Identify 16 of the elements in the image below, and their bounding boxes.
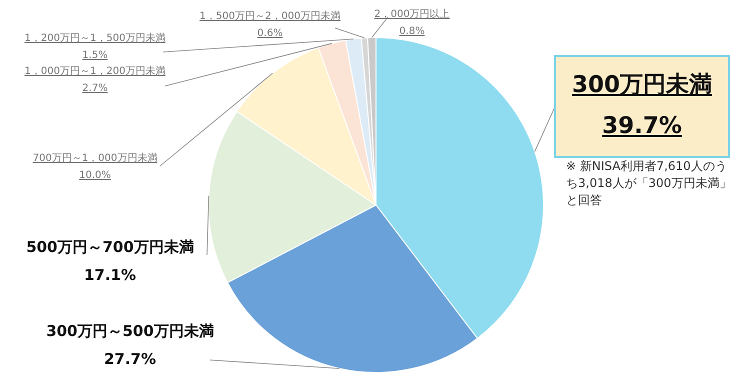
data-label: 1.5% (81, 49, 109, 63)
data-label: 10.0% (78, 169, 112, 183)
text: ※ 新NISA利用者7,610人のうち3,018人が「300万円未満」と回答 (566, 158, 732, 208)
data-label: 0.8% (398, 25, 426, 39)
slice-label: 1，200万円～1，500万円未満 (24, 32, 166, 46)
data-label: 0.6% (256, 27, 284, 41)
slice-label: 500万円～700万円未満 (26, 237, 194, 258)
slice-label: 300万円～500万円未満 (46, 321, 214, 342)
data-label: 27.7% (102, 348, 158, 370)
data-label: 17.1% (82, 264, 138, 286)
slice-label: 700万円～1，000万円未満 (32, 152, 158, 166)
slice-label: 2，000万円以上 (374, 8, 450, 22)
data-label: 39.7% (601, 112, 683, 142)
slice-label: 1，000万円～1，200万円未満 (24, 64, 166, 79)
slice-label: 1，500万円～2，000万円未満 (200, 10, 340, 24)
data-label: 2.7% (81, 82, 109, 96)
